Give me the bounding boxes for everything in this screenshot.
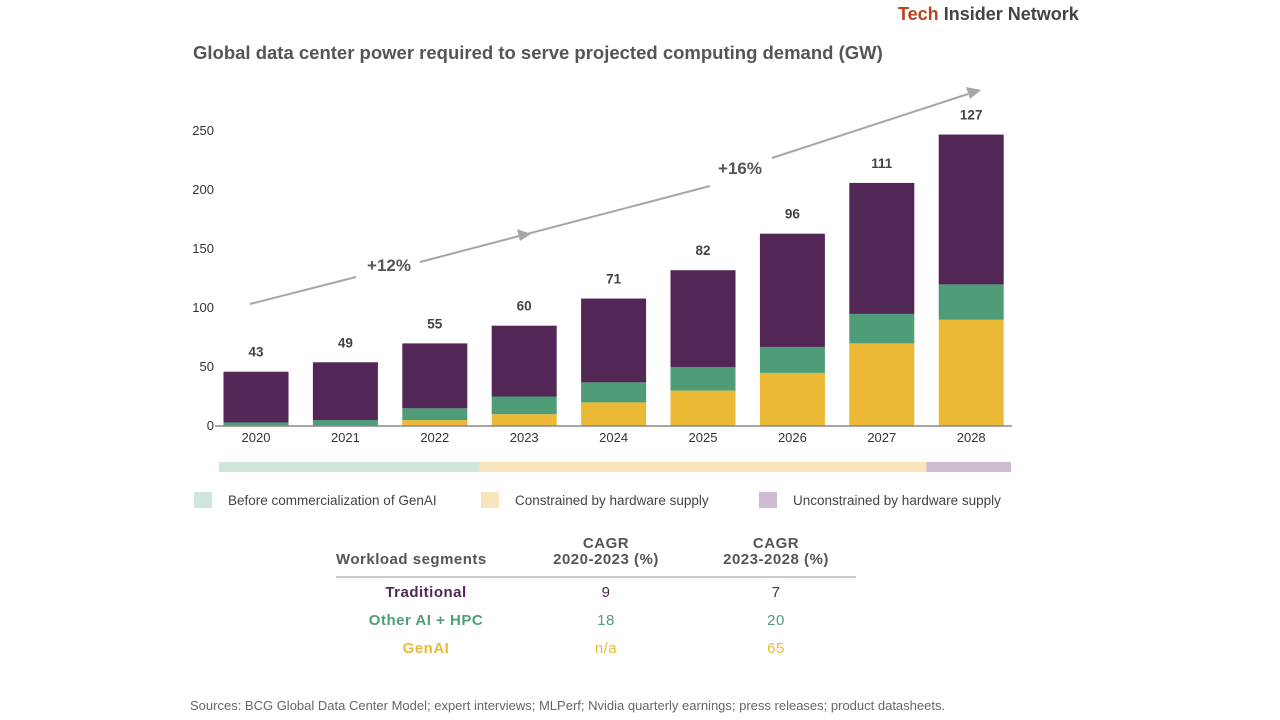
legend-item-constrained: Constrained by hardware supply: [481, 492, 709, 508]
growth-arrow-line: [771, 93, 969, 159]
legend-swatch: [481, 492, 499, 508]
y-tick-label: 100: [192, 300, 214, 315]
legend-swatch: [759, 492, 777, 508]
growth-arrow-line: [419, 185, 711, 263]
bar-segment-2022: [402, 408, 468, 421]
table-row: GenAI n/a 65: [402, 639, 785, 657]
legend-item-unconstrained: Unconstrained by hardware supply: [759, 492, 1001, 508]
bar-segment-2023: [491, 396, 557, 415]
x-tick-label: 2027: [867, 430, 896, 445]
data-label: 127: [960, 108, 983, 123]
data-label: 96: [785, 207, 801, 222]
legend-swatch: [194, 492, 212, 508]
table-row: Traditional 9 7: [385, 583, 781, 601]
bar-segment-2026: [759, 346, 825, 373]
data-label: 55: [427, 316, 443, 331]
data-label: 43: [248, 345, 264, 360]
data-label: 71: [606, 272, 622, 287]
phase-bar: [926, 462, 1011, 472]
bar-segment-2024: [581, 298, 647, 383]
sources-note: Sources: BCG Global Data Center Model; e…: [190, 698, 946, 713]
x-tick-label: 2028: [957, 430, 986, 445]
bar-segment-2022: [402, 420, 468, 426]
arrow-head-icon: [517, 229, 531, 241]
bar-segment-2020: [223, 422, 289, 426]
bar-segment-2025: [670, 390, 736, 426]
bar-segment-2021: [312, 362, 378, 421]
x-tick-label: 2023: [510, 430, 539, 445]
bar-segment-2027: [849, 313, 915, 344]
x-tick-label: 2021: [331, 430, 360, 445]
bar-segment-2028: [938, 134, 1004, 285]
x-tick-label: 2022: [420, 430, 449, 445]
y-tick-label: 200: [192, 182, 214, 197]
bar-segment-2026: [759, 372, 825, 426]
cagr-annotation: +12%: [367, 256, 411, 275]
phase-bar: [219, 462, 480, 472]
header-segments: Workload segments: [336, 551, 487, 568]
x-tick-label: 2020: [242, 430, 271, 445]
data-label: 111: [871, 156, 893, 171]
bar-segment-2025: [670, 367, 736, 391]
bar-segment-2022: [402, 343, 468, 409]
bar-segment-2028: [938, 319, 1004, 426]
x-tick-label: 2024: [599, 430, 628, 445]
data-label: 60: [517, 299, 532, 314]
x-tick-label: 2026: [778, 430, 807, 445]
bar-segment-2028: [938, 284, 1004, 320]
bar-segment-2027: [849, 343, 915, 426]
growth-arrow-line: [249, 276, 357, 305]
bar-segment-2020: [223, 371, 289, 423]
y-tick-label: 250: [192, 123, 214, 138]
data-label: 49: [338, 335, 353, 350]
bar-segment-2027: [849, 182, 915, 314]
header-cagr-2020-2023: CAGR 2020-2023 (%): [553, 535, 659, 568]
bar-segment-2023: [491, 414, 557, 426]
bar-segment-2024: [581, 402, 647, 426]
y-tick-label: 0: [207, 418, 214, 433]
bar-segment-2025: [670, 270, 736, 367]
cagr-table: Workload segments CAGR 2020-2023 (%) CAGR…: [336, 536, 856, 662]
legend-item-before-genai: Before commercialization of GenAI: [194, 492, 437, 508]
arrow-head-icon: [966, 87, 981, 99]
y-tick-label: 50: [200, 359, 214, 374]
data-label: 82: [695, 243, 710, 258]
cagr-annotation: +16%: [718, 159, 762, 178]
brand-logo: Tech Insider Network: [898, 4, 1079, 24]
x-tick-label: 2025: [689, 430, 718, 445]
bar-segment-2023: [491, 325, 557, 397]
header-cagr-2023-2028: CAGR 2023-2028 (%): [723, 535, 829, 568]
bar-segment-2024: [581, 382, 647, 403]
table-row: Other AI + HPC 18 20: [368, 611, 785, 629]
bar-segment-2021: [312, 420, 378, 426]
chart-title: Global data center power required to ser…: [193, 42, 883, 63]
y-tick-label: 150: [192, 241, 214, 256]
phase-bar: [479, 462, 927, 472]
bar-segment-2026: [759, 233, 825, 347]
